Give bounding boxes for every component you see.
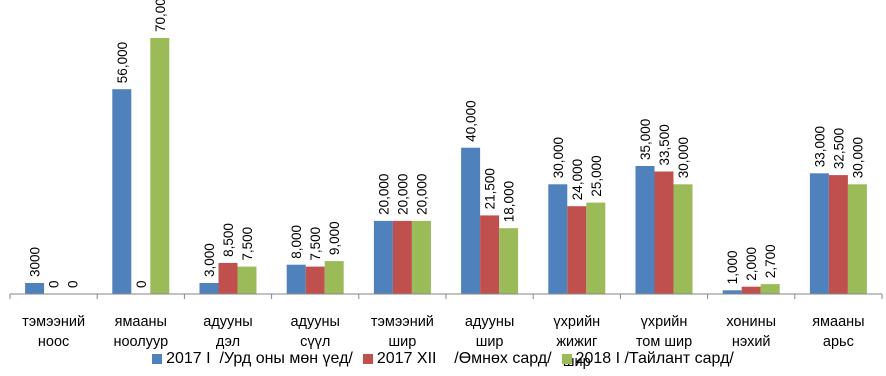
data-label-2-1: 8,500	[221, 223, 236, 257]
bar-8-2	[760, 284, 780, 294]
data-label-0-0: 3000	[28, 247, 43, 277]
bar-5-2	[499, 228, 519, 294]
category-label-9-0: ямааны	[812, 314, 864, 330]
category-label-8-0: хонины	[726, 314, 776, 330]
bar-9-0	[809, 173, 829, 294]
data-label-5-1: 21,500	[483, 168, 498, 209]
data-label-6-1: 24,000	[570, 159, 585, 200]
data-label-9-2: 30,000	[850, 137, 865, 178]
data-label-0-1: 0	[47, 280, 62, 288]
bar-7-0	[635, 166, 655, 294]
legend-label-0: 2017 I /Урд оны мөн үед/	[166, 350, 353, 367]
category-label-2-0: адууны	[203, 314, 252, 330]
data-label-8-1: 2,000	[744, 247, 759, 281]
category-label-6-0: үхрийн	[553, 314, 600, 330]
bar-7-2	[673, 184, 693, 294]
data-label-6-2: 25,000	[589, 155, 604, 196]
category-label-5-1: шир	[476, 334, 504, 350]
legend-swatch-1	[362, 354, 373, 364]
data-label-9-0: 33,000	[812, 126, 827, 167]
bar-9-1	[828, 175, 848, 294]
data-label-4-1: 20,000	[395, 174, 410, 215]
category-label-0-0: тэмээний	[22, 314, 85, 330]
category-label-9-1: арьс	[823, 334, 854, 350]
legend-item-1: 2017 XII /Өмнөх сард/	[362, 350, 552, 368]
category-label-0-1: ноос	[38, 334, 69, 350]
data-label-8-0: 1,000	[725, 251, 740, 285]
category-label-6-1: жижиг	[556, 334, 597, 350]
bar-4-2	[411, 220, 431, 294]
category-label-5-0: адууны	[465, 314, 514, 330]
bar-8-0	[722, 290, 742, 294]
category-label-2-1: дэл	[216, 334, 240, 350]
data-label-2-0: 3,000	[202, 243, 217, 277]
category-label-1-0: ямааны	[115, 314, 167, 330]
category-label-7-1: том шир	[636, 334, 692, 350]
data-label-1-0: 56,000	[115, 42, 130, 83]
category-label-3-0: адууны	[290, 314, 339, 330]
category-label-4-1: шир	[389, 334, 417, 350]
bar-3-2	[324, 261, 344, 294]
bar-6-1	[567, 206, 587, 294]
bar-1-0	[112, 89, 132, 294]
legend-swatch-0	[152, 354, 163, 364]
data-label-1-2: 70,000	[153, 0, 168, 32]
bar-2-1	[218, 262, 238, 294]
data-label-6-0: 30,000	[551, 137, 566, 178]
data-label-7-2: 30,000	[676, 137, 691, 178]
bar-2-0	[199, 283, 219, 294]
data-label-7-1: 33,500	[657, 124, 672, 165]
category-label-4-0: тэмээний	[371, 314, 434, 330]
category-label-8-1: нэхий	[732, 334, 771, 350]
data-label-2-2: 7,500	[240, 227, 255, 261]
bar-4-0	[373, 220, 393, 294]
category-label-1-1: ноолуур	[113, 334, 168, 350]
data-label-4-0: 20,000	[376, 174, 391, 215]
legend-item-0: 2017 I /Урд оны мөн үед/	[152, 350, 353, 368]
data-label-3-2: 9,000	[327, 221, 342, 255]
bar-7-1	[654, 171, 674, 294]
bar-4-1	[392, 220, 412, 294]
bar-9-2	[847, 184, 867, 294]
data-label-5-0: 40,000	[464, 100, 479, 141]
legend-item-2: 2018 I /Тайлант сард/	[561, 350, 734, 368]
data-label-3-0: 8,000	[289, 225, 304, 259]
legend-label-2: 2018 I /Тайлант сард/	[575, 350, 734, 367]
data-label-5-2: 18,000	[502, 181, 517, 222]
category-label-7-0: үхрийн	[641, 314, 688, 330]
bar-0-0	[25, 283, 45, 294]
bar-3-1	[305, 266, 325, 294]
data-label-0-2: 0	[66, 280, 81, 288]
bar-2-2	[237, 266, 257, 294]
data-label-4-2: 20,000	[414, 174, 429, 215]
bar-5-1	[480, 215, 500, 294]
data-label-3-1: 7,500	[308, 227, 323, 261]
bar-8-1	[741, 286, 761, 294]
data-label-8-2: 2,700	[763, 244, 778, 278]
data-label-7-0: 35,000	[638, 119, 653, 160]
data-label-1-1: 0	[134, 280, 149, 288]
category-label-3-1: сүүл	[300, 334, 330, 350]
legend-swatch-2	[561, 354, 572, 364]
bar-6-0	[548, 184, 568, 294]
bar-6-2	[586, 202, 606, 294]
data-label-9-1: 32,500	[831, 128, 846, 169]
legend-label-1: 2017 XII /Өмнөх сард/	[376, 350, 552, 367]
bar-1-2	[150, 38, 170, 294]
legend: 2017 I /Урд оны мөн үед/2017 XII /Өмнөх …	[0, 345, 886, 373]
bar-3-0	[286, 264, 306, 294]
bar-5-0	[461, 147, 481, 294]
